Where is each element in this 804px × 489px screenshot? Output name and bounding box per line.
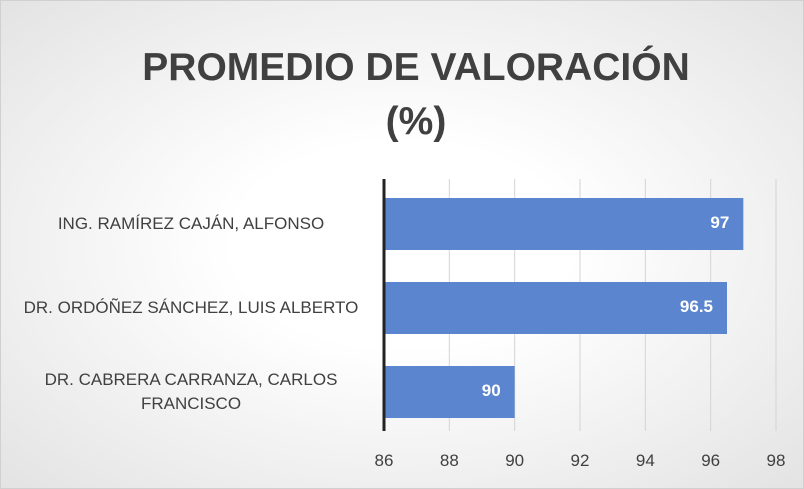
x-tick-label: 94 [635,451,655,470]
x-tick-label: 92 [570,451,590,470]
bar [384,282,727,334]
x-tick-label: 96 [701,451,721,470]
x-tick-label: 98 [766,451,786,470]
value-label: 96.5 [679,297,713,316]
y-tick-label: DR. ORDÓÑEZ SÁNCHEZ, LUIS ALBERTO [23,298,359,317]
bar [384,198,744,250]
bar [384,366,515,418]
value-label: 97 [710,213,730,232]
chart-title: PROMEDIO DE VALORACIÓN (%) [142,46,690,143]
y-tick-label: ING. RAMÍREZ CAJÁN, ALFONSO [57,214,325,233]
x-tick-label: 88 [439,451,459,470]
value-label: 90 [481,381,501,400]
x-tick-label: 90 [505,451,525,470]
x-tick-label: 86 [374,451,394,470]
y-tick-label: DR. CABRERA CARRANZA, CARLOS FRANCISCO [44,370,338,413]
